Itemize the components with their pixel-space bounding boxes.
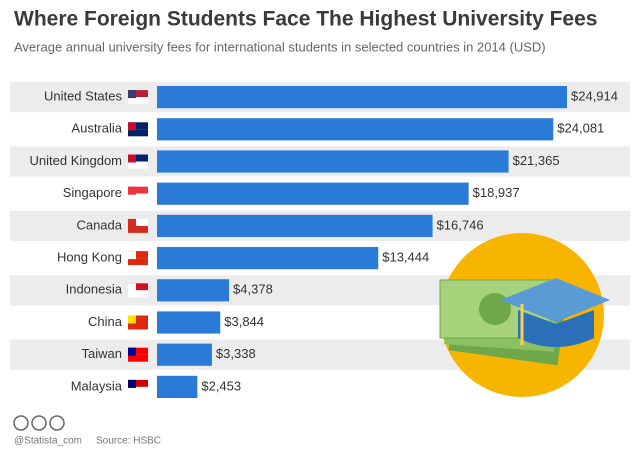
flag (128, 161, 148, 169)
bar (157, 118, 554, 141)
category-label: Taiwan (82, 346, 122, 361)
value-label: $2,453 (201, 378, 241, 393)
value-label: $24,081 (557, 121, 604, 136)
bar (157, 182, 469, 205)
flag (128, 122, 136, 131)
credit: @Statista_com (14, 436, 82, 447)
category-label: Indonesia (66, 282, 123, 297)
flag (128, 379, 148, 387)
category-label: Australia (71, 121, 122, 136)
flag (128, 283, 148, 291)
license-icons (13, 415, 65, 431)
value-label: $24,914 (571, 89, 618, 104)
value-label: $13,444 (382, 250, 429, 265)
flag (128, 218, 148, 226)
flag (128, 251, 136, 260)
value-label: $21,365 (513, 153, 560, 168)
flag (128, 154, 148, 162)
bar (157, 279, 230, 302)
source: Source: HSBC (96, 436, 161, 447)
money-icon (439, 233, 610, 397)
category-label: Hong Kong (57, 250, 122, 265)
bar (157, 150, 509, 173)
flag (128, 129, 148, 137)
flag (128, 347, 148, 355)
flag (128, 347, 136, 356)
bar (157, 214, 433, 237)
flag (128, 251, 148, 259)
flag (128, 97, 148, 105)
category-label: Malaysia (71, 378, 123, 393)
chart-subtitle: Average annual university fees for inter… (14, 39, 546, 54)
flag (128, 186, 148, 194)
category-label: United States (44, 89, 123, 104)
category-label: Canada (76, 217, 122, 232)
flag (128, 386, 148, 394)
flag (128, 379, 136, 388)
flag (128, 154, 136, 163)
flag (128, 258, 148, 266)
flag (128, 354, 148, 362)
flag (128, 90, 136, 99)
bar (157, 343, 212, 366)
bar (157, 86, 567, 109)
flag (128, 225, 148, 233)
flag (128, 193, 148, 201)
bar (157, 311, 221, 334)
flag (128, 322, 148, 330)
value-label: $4,378 (233, 282, 273, 297)
bar (157, 247, 379, 270)
category-label: China (88, 314, 123, 329)
category-label: Singapore (63, 185, 122, 200)
value-label: $16,746 (437, 217, 484, 232)
flag (128, 283, 136, 292)
category-label: United Kingdom (30, 153, 123, 168)
flag (128, 315, 148, 323)
flag (128, 290, 148, 298)
flag (128, 218, 136, 227)
flag (128, 186, 136, 195)
flag (128, 122, 148, 130)
value-label: $3,338 (216, 346, 256, 361)
value-label: $3,844 (224, 314, 264, 329)
flag (128, 315, 136, 324)
value-label: $18,937 (473, 185, 520, 200)
flag (128, 90, 148, 98)
chart-title: Where Foreign Students Face The Highest … (14, 8, 597, 31)
bar (157, 375, 198, 398)
